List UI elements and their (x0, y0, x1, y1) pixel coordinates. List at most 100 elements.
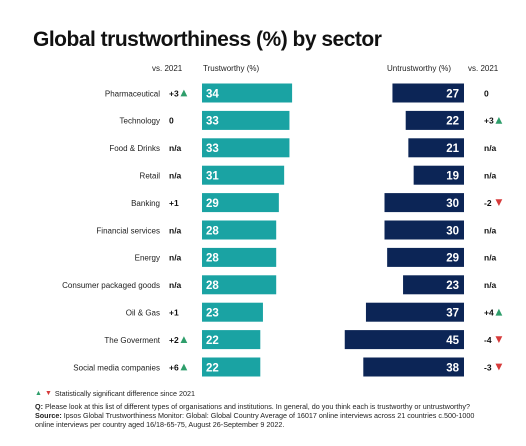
trust-value-label: 34 (206, 88, 219, 100)
question-and-source: Q: Please look at this list of different… (35, 402, 475, 429)
up-triangle-icon (180, 336, 188, 343)
category-label: Consumer packaged goods (62, 281, 160, 290)
trust-bar (202, 220, 277, 240)
category-label: The Goverment (104, 336, 160, 345)
up-triangle-icon (495, 117, 503, 124)
trust-change-label: n/a (169, 171, 182, 181)
header-untrustworthy: Untrustworthy (%) (387, 64, 451, 73)
untrust-value-label: 30 (446, 198, 459, 210)
up-triangle-icon (180, 89, 188, 97)
legend-note-text: Statistically significant difference sin… (54, 389, 195, 398)
down-triangle-icon (495, 336, 503, 343)
untrust-value-label: 27 (446, 88, 459, 100)
trust-bar (202, 247, 277, 267)
untrust-change-label: +3 (484, 116, 494, 126)
up-triangle-icon (180, 363, 188, 371)
untrust-value-label: 38 (446, 362, 459, 374)
untrust-change-label: n/a (484, 171, 497, 181)
trust-bar (202, 357, 261, 377)
trust-change-label: +3 (169, 88, 179, 98)
untrust-value-label: 29 (446, 253, 459, 265)
trust-value-label: 29 (206, 198, 219, 210)
category-label: Retail (140, 172, 161, 181)
trust-bar (202, 275, 277, 295)
trust-value-label: 28 (206, 253, 219, 265)
untrust-bar (344, 330, 464, 350)
up-triangle-icon: ▲ (35, 390, 42, 397)
legend-note: ▲ ▼ Statistically significant difference … (35, 389, 195, 398)
trust-bar (202, 165, 285, 185)
down-triangle-icon (495, 363, 503, 371)
trust-value-label: 33 (206, 143, 219, 155)
header-vs-left: vs. 2021 (152, 64, 183, 73)
trust-value-label: 22 (206, 362, 219, 374)
up-triangle-icon (495, 308, 503, 316)
untrust-bar (384, 193, 464, 213)
untrust-change-label: n/a (484, 143, 497, 153)
trust-change-label: +1 (169, 198, 179, 208)
untrust-value-label: 19 (446, 171, 459, 183)
trust-change-label: n/a (169, 143, 182, 153)
untrust-change-label: -2 (484, 198, 492, 208)
trust-bar (202, 83, 293, 103)
question-text: Please look at this list of different ty… (44, 402, 470, 411)
untrust-change-label: +4 (484, 308, 494, 318)
untrust-value-label: 21 (446, 143, 459, 155)
category-label: Pharmaceutical (105, 89, 160, 98)
trust-change-label: n/a (169, 225, 182, 235)
untrust-change-label: 0 (484, 88, 489, 98)
untrust-bar (403, 275, 464, 295)
source-label: Source: (35, 411, 62, 420)
untrust-value-label: 30 (446, 225, 459, 237)
untrust-value-label: 22 (446, 116, 459, 128)
header-vs-right: vs. 2021 (468, 64, 499, 73)
chart-title: Global trustworthiness (%) by sector (33, 28, 382, 51)
untrust-value-label: 37 (446, 308, 459, 320)
category-label: Oil & Gas (126, 309, 160, 318)
source-text: Ipsos Global Trustworthiness Monitor: Gl… (35, 411, 475, 429)
untrust-bar (387, 247, 464, 267)
untrust-change-label: n/a (484, 280, 497, 290)
trust-bar-chart: vs. 2021 Trustworthy (%) Untrustworthy (… (62, 64, 503, 377)
category-label: Energy (135, 254, 160, 263)
trust-value-label: 33 (206, 116, 219, 128)
untrust-value-label: 45 (446, 335, 459, 347)
trust-bar (202, 302, 263, 322)
untrust-bar (405, 110, 464, 130)
untrust-bar (408, 138, 464, 158)
untrust-value-label: 23 (446, 280, 459, 292)
trust-change-label: +6 (169, 362, 179, 372)
trust-value-label: 23 (206, 308, 219, 320)
trust-value-label: 31 (206, 171, 219, 183)
question-label: Q: (35, 402, 43, 411)
untrust-bar (384, 220, 464, 240)
down-triangle-icon: ▼ (44, 390, 52, 397)
trust-value-label: 22 (206, 335, 219, 347)
category-label: Food & Drinks (109, 144, 160, 153)
untrust-bar (365, 302, 464, 322)
trust-change-label: +1 (169, 308, 179, 318)
untrust-change-label: n/a (484, 253, 497, 263)
category-label: Banking (131, 199, 160, 208)
untrust-change-label: -3 (484, 362, 492, 372)
category-label: Financial services (96, 226, 160, 235)
untrust-change-label: n/a (484, 225, 497, 235)
trust-bar (202, 193, 279, 213)
trust-change-label: n/a (169, 280, 182, 290)
trust-value-label: 28 (206, 225, 219, 237)
untrust-bar (413, 165, 464, 185)
untrust-bar (363, 357, 464, 377)
trust-bar (202, 330, 261, 350)
untrust-change-label: -4 (484, 335, 492, 345)
category-label: Technology (120, 117, 160, 126)
trust-bar (202, 138, 290, 158)
down-triangle-icon (495, 199, 503, 206)
trust-value-label: 28 (206, 280, 219, 292)
category-label: Social media companies (73, 363, 160, 372)
trust-change-label: 0 (169, 116, 174, 126)
trust-change-label: n/a (169, 253, 182, 263)
trust-change-label: +2 (169, 335, 179, 345)
untrust-bar (392, 83, 464, 103)
trust-bar (202, 110, 290, 130)
header-trustworthy: Trustworthy (%) (203, 64, 259, 73)
